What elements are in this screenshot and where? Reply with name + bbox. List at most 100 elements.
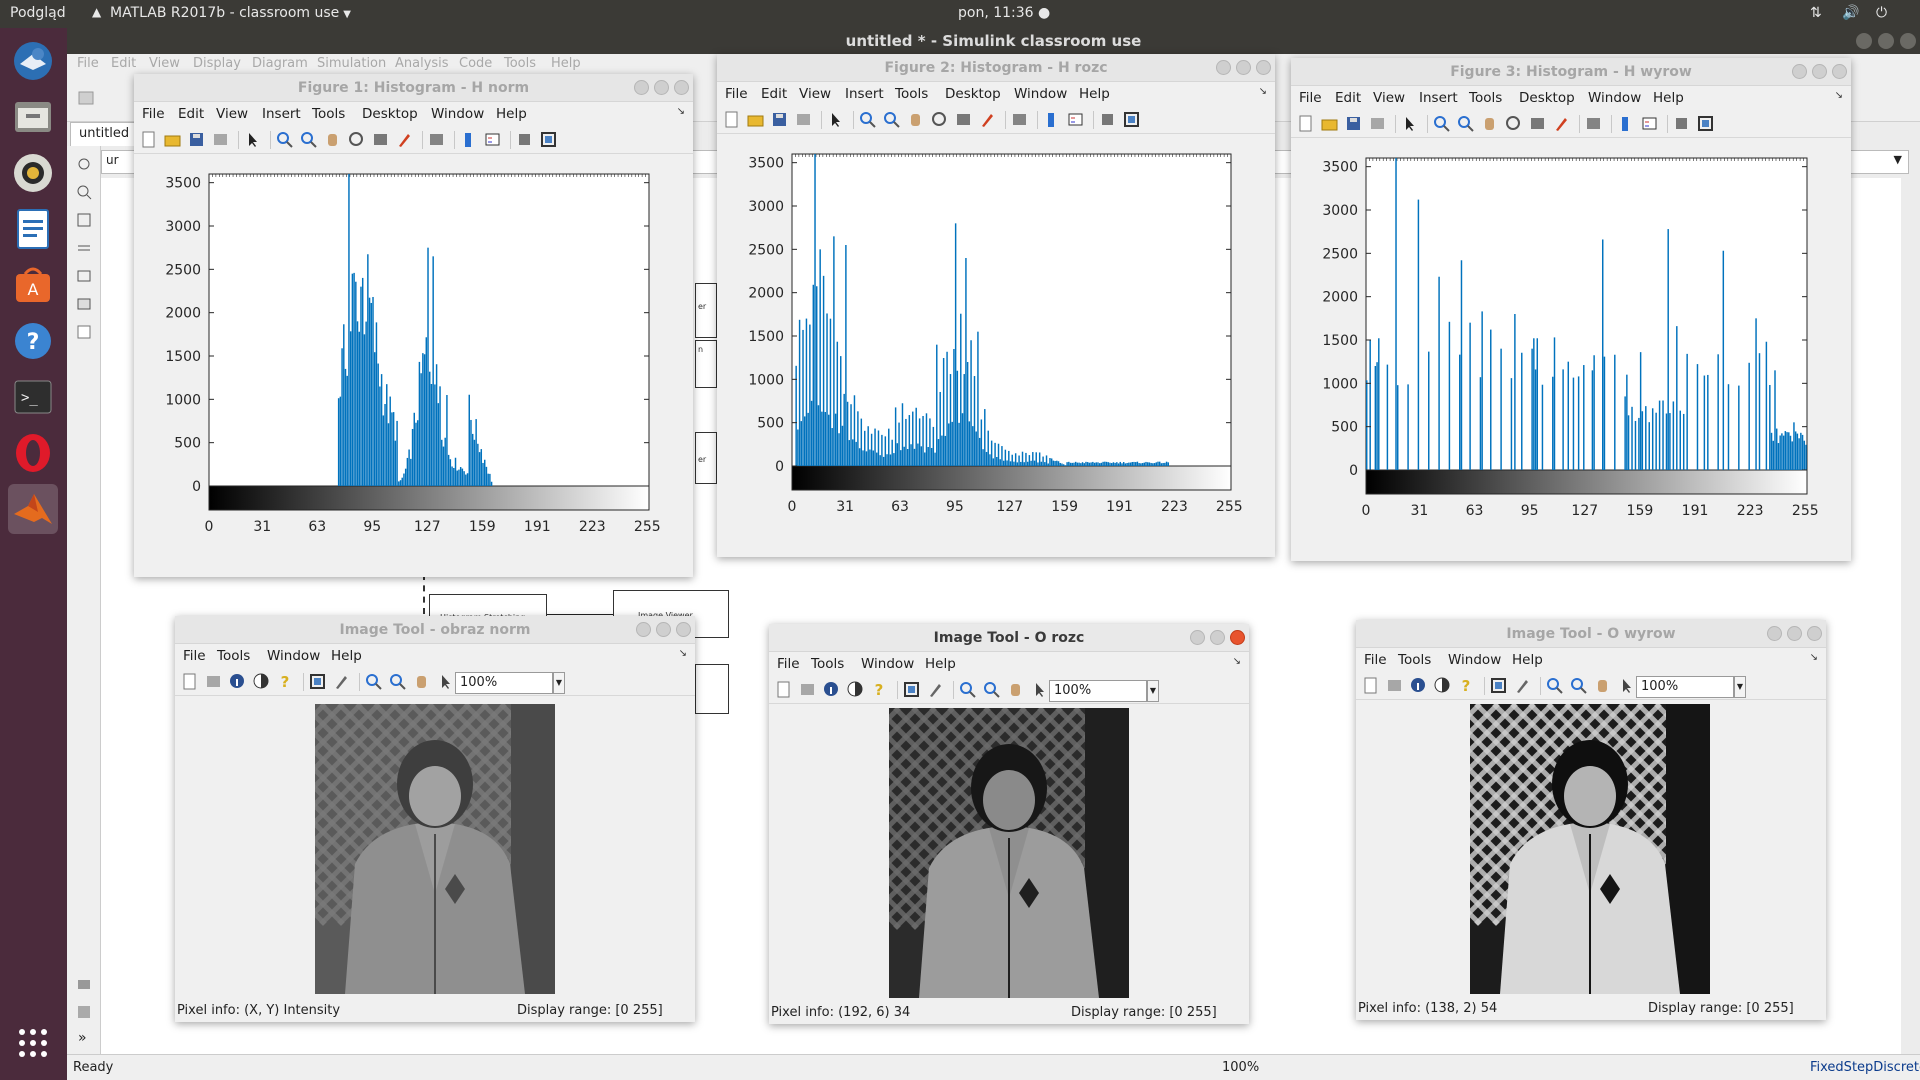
- block-partial[interactable]: [695, 664, 729, 714]
- rotate-3d-icon[interactable]: [931, 111, 948, 128]
- menu-file[interactable]: File: [1364, 652, 1387, 668]
- measure-distance-icon[interactable]: [333, 673, 350, 690]
- menu-insert[interactable]: Insert: [1419, 90, 1458, 106]
- pixel-region-icon[interactable]: [823, 681, 840, 698]
- active-app-name[interactable]: Podgląd: [10, 5, 66, 21]
- fit-icon[interactable]: [437, 673, 454, 690]
- image-tool-window-2[interactable]: Image Tool - O rozc File Tools Window Help ↘…: [769, 624, 1249, 1024]
- sim-menu-view[interactable]: View: [149, 56, 180, 71]
- arrow-icon[interactable]: [76, 240, 92, 256]
- zoom-out-icon[interactable]: [883, 111, 900, 128]
- maximize-icon[interactable]: [656, 622, 671, 637]
- software-center-icon[interactable]: A: [8, 260, 58, 310]
- zoom-in-icon[interactable]: [1433, 115, 1450, 132]
- rotate-3d-icon[interactable]: [348, 131, 365, 148]
- menu-window[interactable]: Window: [1448, 652, 1502, 668]
- measure-distance-icon[interactable]: [927, 681, 944, 698]
- dock-icon[interactable]: ↘: [1834, 90, 1843, 101]
- close-icon[interactable]: [674, 80, 689, 95]
- image-tool-window-3[interactable]: Image Tool - O wyrow File Tools Window Help…: [1356, 620, 1826, 1020]
- sim-menu-diagram[interactable]: Diagram: [252, 56, 308, 71]
- sim-menu-simulation[interactable]: Simulation: [317, 56, 387, 71]
- contrast-icon[interactable]: [253, 673, 270, 690]
- maximize-icon[interactable]: [1210, 630, 1225, 645]
- image-tool-window-1[interactable]: Image Tool - obraz norm File Tools Window H…: [175, 616, 695, 1022]
- open-file-icon[interactable]: [747, 111, 764, 128]
- signal-line[interactable]: [547, 614, 613, 615]
- minimize-icon[interactable]: [1856, 33, 1872, 49]
- contrast-icon[interactable]: [847, 681, 864, 698]
- expand-icon[interactable]: »: [78, 1030, 87, 1046]
- zoom-in-icon[interactable]: [276, 131, 293, 148]
- brush-icon[interactable]: [979, 111, 996, 128]
- image-info-icon[interactable]: ?: [871, 681, 888, 698]
- zoom-out-icon[interactable]: [983, 681, 1000, 698]
- zoom-input[interactable]: 100%: [1636, 676, 1734, 698]
- block-partial[interactable]: n: [695, 340, 717, 388]
- menu-insert[interactable]: Insert: [262, 106, 301, 122]
- hide-plot-tools-icon[interactable]: [516, 131, 533, 148]
- zoom-in-icon[interactable]: [365, 673, 382, 690]
- window-titlebar[interactable]: Image Tool - O wyrow: [1356, 620, 1826, 648]
- close-icon[interactable]: [1256, 60, 1271, 75]
- zoom-input[interactable]: 100%: [455, 672, 553, 694]
- legend-icon[interactable]: [1641, 115, 1658, 132]
- active-window-menu[interactable]: MATLAB R2017b - classroom use ▼: [110, 5, 351, 21]
- save-icon[interactable]: [771, 111, 788, 128]
- fit-icon[interactable]: [1618, 677, 1635, 694]
- print-icon[interactable]: [212, 131, 229, 148]
- zoom-in-icon[interactable]: [1546, 677, 1563, 694]
- menu-help[interactable]: Help: [1079, 86, 1110, 102]
- window-titlebar[interactable]: Image Tool - O rozc: [769, 624, 1249, 652]
- save-icon[interactable]: [188, 131, 205, 148]
- brush-icon[interactable]: [396, 131, 413, 148]
- menu-help[interactable]: Help: [496, 106, 527, 122]
- close-icon[interactable]: [1807, 626, 1822, 641]
- pan-icon[interactable]: [1594, 677, 1611, 694]
- export-image-icon[interactable]: [1362, 677, 1379, 694]
- zoom-dropdown-icon[interactable]: ▼: [1734, 676, 1746, 698]
- menu-file[interactable]: File: [1299, 90, 1322, 106]
- image-display[interactable]: [315, 704, 555, 994]
- zoom-dropdown-icon[interactable]: ▼: [553, 672, 565, 694]
- pixel-region-icon[interactable]: [229, 673, 246, 690]
- crop-icon[interactable]: [903, 681, 920, 698]
- zoom-input[interactable]: 100%: [1049, 680, 1147, 702]
- clock[interactable]: pon, 11:36 ●: [958, 5, 1050, 21]
- edit-plot-icon[interactable]: [1401, 115, 1418, 132]
- chevron-down-icon[interactable]: ▼: [1893, 153, 1902, 166]
- new-figure-icon[interactable]: [723, 111, 740, 128]
- minimize-icon[interactable]: [1190, 630, 1205, 645]
- data-cursor-icon[interactable]: [1529, 115, 1546, 132]
- minimize-icon[interactable]: [1767, 626, 1782, 641]
- measure-distance-icon[interactable]: [1514, 677, 1531, 694]
- files-icon[interactable]: [8, 92, 58, 142]
- fit-view-icon[interactable]: [76, 212, 92, 228]
- dock-icon[interactable]: ↘: [1809, 652, 1818, 663]
- terminal-icon[interactable]: >_: [8, 372, 58, 422]
- dock-icon[interactable]: ↘: [676, 106, 685, 117]
- annotation-icon[interactable]: [76, 268, 92, 284]
- camera-icon[interactable]: [76, 976, 92, 992]
- hide-browser-icon[interactable]: [76, 156, 92, 172]
- window-titlebar[interactable]: Image Tool - obraz norm: [175, 616, 695, 644]
- area-icon[interactable]: [76, 324, 92, 340]
- show-apps-icon[interactable]: [8, 1018, 58, 1068]
- new-figure-icon[interactable]: [1297, 115, 1314, 132]
- image-display[interactable]: [1470, 704, 1710, 994]
- power-icon[interactable]: ⏻: [1876, 5, 1888, 21]
- figure-window-3[interactable]: Figure 3: Histogram - H wyrow File Edit Vi…: [1291, 58, 1851, 561]
- opera-icon[interactable]: [8, 428, 58, 478]
- menu-window[interactable]: Window: [1588, 90, 1642, 106]
- hide-plot-tools-icon[interactable]: [1673, 115, 1690, 132]
- crop-icon[interactable]: [1490, 677, 1507, 694]
- window-titlebar[interactable]: Figure 1: Histogram - H norm: [134, 74, 693, 102]
- edit-plot-icon[interactable]: [827, 111, 844, 128]
- window-titlebar[interactable]: Figure 3: Histogram - H wyrow: [1291, 58, 1851, 86]
- zoom-icon[interactable]: [76, 184, 92, 200]
- histogram-plot[interactable]: 0 500 1000 1500 2000 2500 3000 3500 0 31 63 95 127 15…: [717, 134, 1275, 557]
- menu-window[interactable]: Window: [267, 648, 321, 664]
- export-image-icon[interactable]: [181, 673, 198, 690]
- menu-tools[interactable]: Tools: [217, 648, 251, 664]
- figure-window-2[interactable]: Figure 2: Histogram - H rozc File Edit Vie…: [717, 54, 1275, 557]
